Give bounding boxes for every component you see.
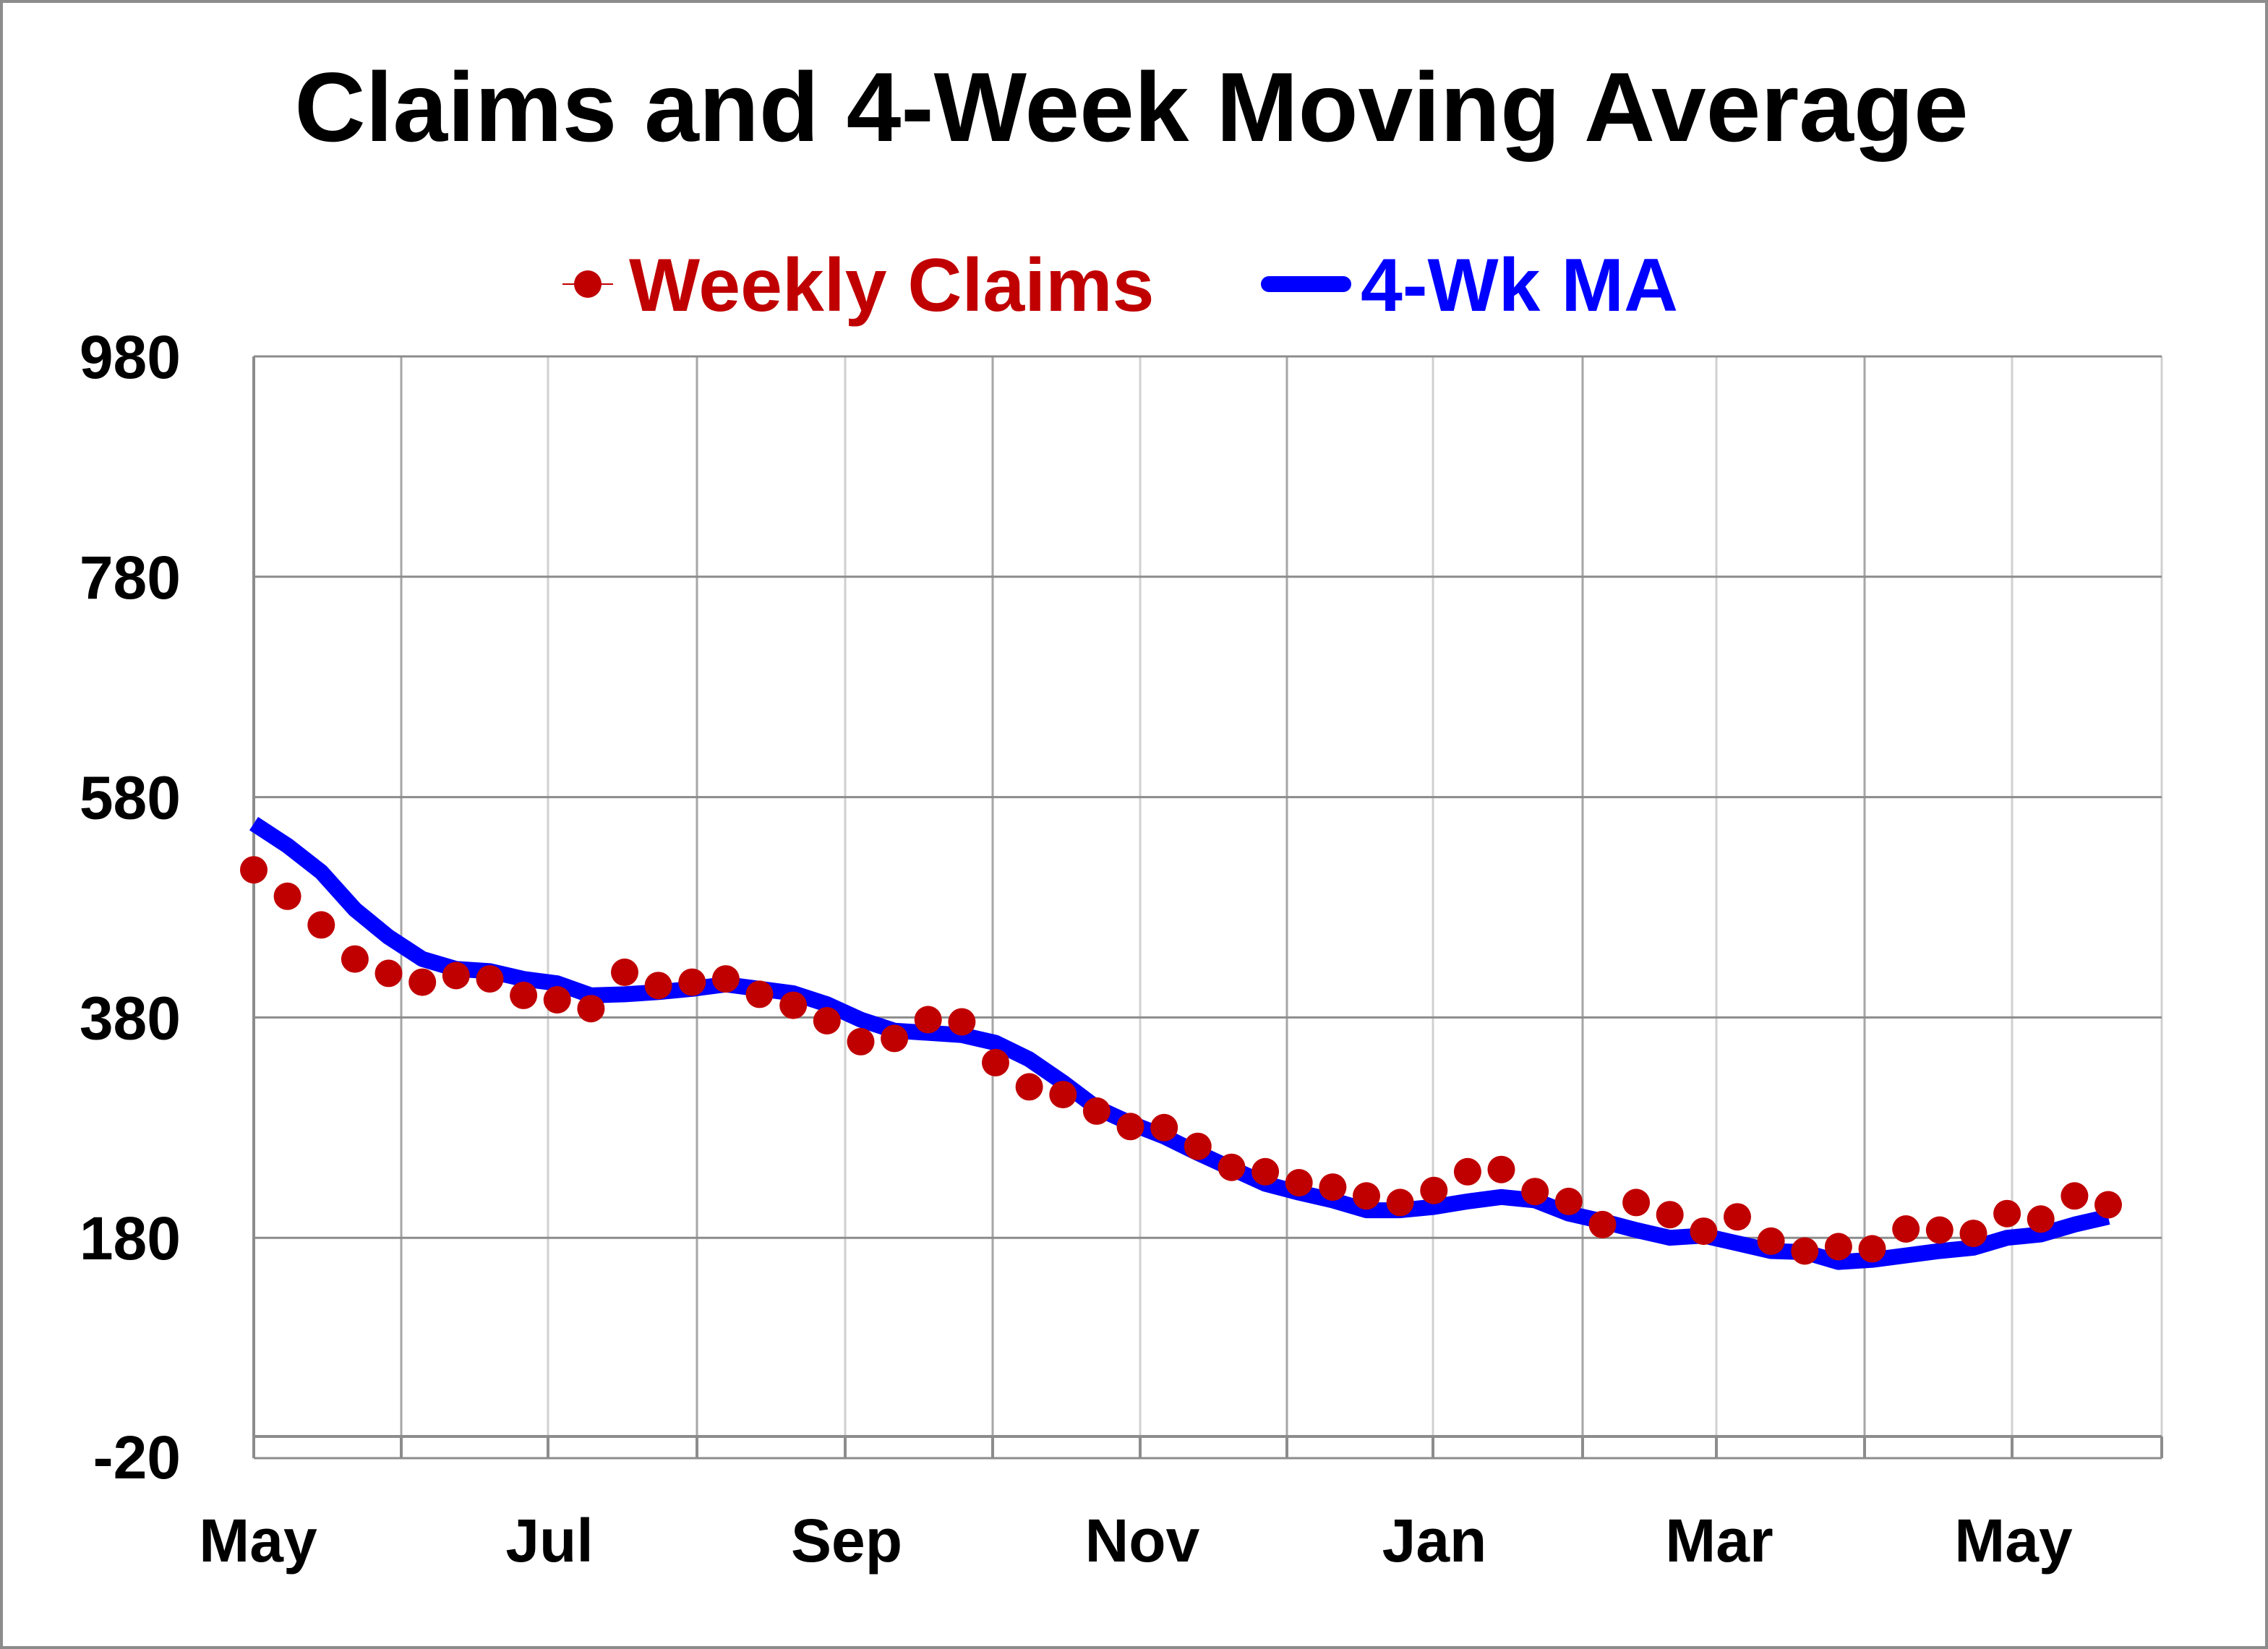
weekly-claims-point	[982, 1049, 1009, 1076]
weekly-claims-point	[408, 969, 436, 996]
y-tick-label: 780	[80, 544, 181, 612]
weekly-claims-point	[1387, 1188, 1414, 1216]
chart-area: Claims and 4-Week Moving Average Weekly …	[0, 0, 2268, 1649]
series-weekly-claims	[240, 856, 2122, 1264]
y-tick-label: -20	[93, 1423, 181, 1491]
weekly-claims-point	[341, 946, 369, 973]
y-tick-label: 380	[80, 984, 181, 1052]
weekly-claims-point	[1016, 1073, 1043, 1100]
x-axis-ticks: May Jul Sep Nov Jan Mar May	[199, 1507, 2073, 1575]
weekly-claims-point	[1117, 1113, 1144, 1140]
weekly-claims-point	[1960, 1220, 1987, 1247]
weekly-claims-point	[1184, 1133, 1212, 1160]
weekly-claims-point	[1488, 1156, 1515, 1183]
weekly-claims-point	[442, 962, 470, 990]
weekly-claims-point	[1589, 1211, 1617, 1238]
weekly-claims-point	[1825, 1233, 1852, 1260]
x-tick-label: Sep	[791, 1507, 902, 1575]
weekly-claims-point	[1791, 1238, 1818, 1265]
weekly-claims-point	[1926, 1217, 1954, 1244]
weekly-claims-point	[577, 995, 604, 1022]
series-4wk-ma	[254, 823, 2108, 1262]
weekly-claims-point	[375, 959, 403, 987]
weekly-claims-point	[813, 1007, 841, 1035]
weekly-claims-point	[1251, 1158, 1279, 1186]
weekly-claims-point	[746, 980, 774, 1008]
weekly-claims-point	[1724, 1203, 1751, 1230]
x-tick-label: May	[199, 1507, 317, 1575]
legend: Weekly Claims 4-Wk MA	[562, 244, 1678, 327]
x-tick-label: Nov	[1085, 1507, 1200, 1575]
weekly-claims-point	[1319, 1173, 1346, 1201]
x-tick-label: Jul	[505, 1507, 593, 1575]
weekly-claims-point	[2061, 1182, 2088, 1209]
x-tick-label: May	[1954, 1507, 2073, 1575]
weekly-claims-point	[307, 911, 335, 938]
weekly-claims-point	[1555, 1188, 1583, 1215]
weekly-claims-point	[678, 969, 706, 996]
legend-weekly-claims-marker	[574, 270, 602, 298]
ma-line	[254, 823, 2108, 1262]
weekly-claims-point	[881, 1024, 908, 1052]
y-tick-label: 980	[80, 323, 181, 391]
weekly-claims-point	[1859, 1235, 1886, 1262]
weekly-claims-point	[1656, 1201, 1684, 1228]
weekly-claims-point	[1150, 1114, 1178, 1142]
y-tick-label: 180	[80, 1204, 181, 1272]
weekly-claims-point	[1049, 1081, 1077, 1108]
weekly-claims-point	[544, 986, 571, 1014]
weekly-claims-point	[712, 965, 740, 993]
weekly-claims-point	[2027, 1205, 2055, 1233]
grid	[254, 356, 2162, 1458]
weekly-claims-point	[1993, 1200, 2021, 1228]
legend-4wk-ma-label: 4-Wk MA	[1361, 244, 1678, 327]
weekly-claims-point	[240, 856, 268, 883]
weekly-claims-point	[1690, 1217, 1717, 1245]
weekly-claims-point	[1521, 1178, 1549, 1205]
weekly-claims-point	[1218, 1154, 1246, 1181]
weekly-claims-point	[611, 959, 638, 986]
weekly-claims-point	[948, 1008, 975, 1036]
x-tick-label: Jan	[1382, 1507, 1487, 1575]
weekly-claims-point	[1353, 1182, 1380, 1209]
weekly-claims-point	[847, 1028, 875, 1055]
x-tick-label: Mar	[1665, 1507, 1773, 1575]
weekly-claims-point	[2094, 1191, 2122, 1219]
weekly-claims-point	[274, 883, 301, 910]
chart-title: Claims and 4-Week Moving Average	[294, 52, 1968, 162]
weekly-claims-point	[1420, 1177, 1447, 1204]
legend-weekly-claims-label: Weekly Claims	[629, 244, 1154, 327]
weekly-claims-point	[1892, 1215, 1920, 1243]
axes	[254, 356, 2162, 1458]
weekly-claims-point	[779, 992, 807, 1019]
weekly-claims-point	[1758, 1228, 1785, 1255]
weekly-claims-point	[1454, 1158, 1481, 1186]
y-tick-label: 580	[80, 764, 181, 832]
y-axis-ticks: 980 780 580 380 180 -20	[80, 323, 181, 1491]
weekly-claims-point	[476, 965, 504, 993]
weekly-claims-point	[1285, 1169, 1313, 1196]
weekly-claims-point	[1622, 1188, 1650, 1216]
weekly-claims-point	[915, 1006, 942, 1033]
weekly-claims-point	[510, 982, 537, 1009]
weekly-claims-point	[1083, 1097, 1111, 1125]
weekly-claims-point	[645, 972, 672, 999]
